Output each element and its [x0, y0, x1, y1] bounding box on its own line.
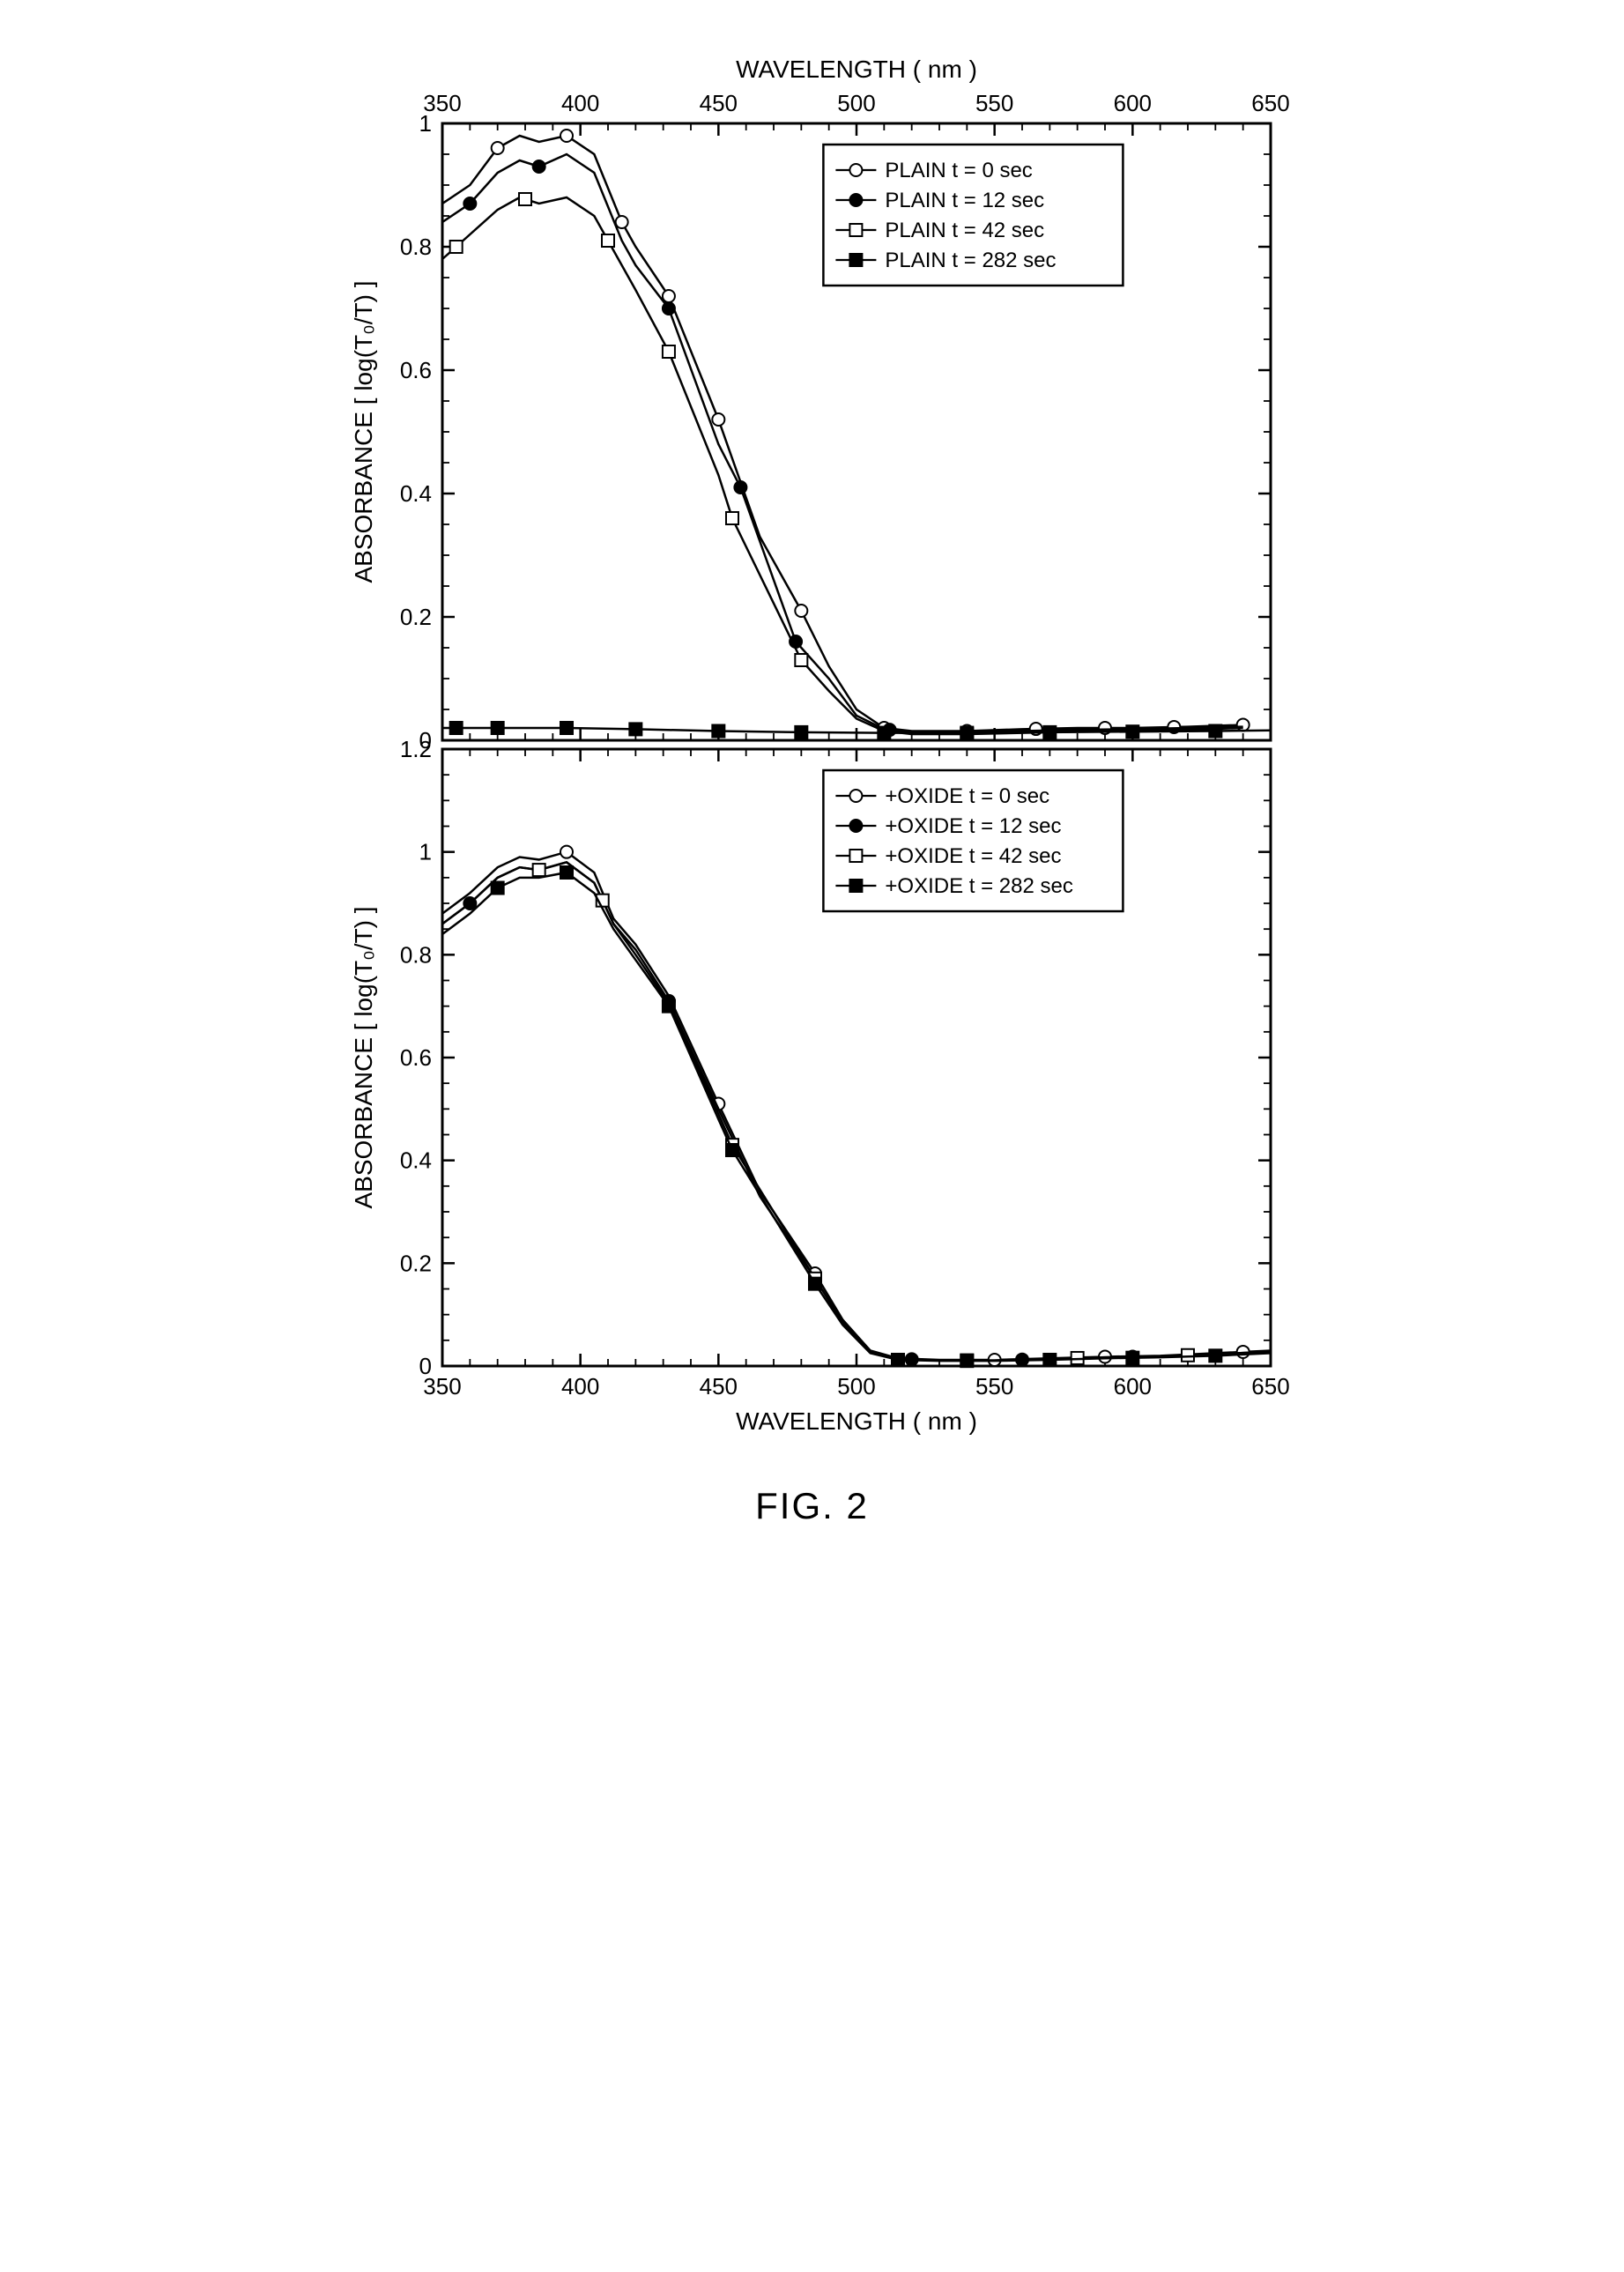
svg-text:500: 500: [837, 90, 875, 116]
figure-title: FIG. 2: [328, 1485, 1297, 1527]
svg-text:PLAIN t = 12 sec: PLAIN t = 12 sec: [885, 189, 1044, 212]
svg-text:WAVELENGTH ( nm ): WAVELENGTH ( nm ): [736, 56, 977, 83]
svg-text:+OXIDE t = 282 sec: +OXIDE t = 282 sec: [885, 874, 1072, 898]
svg-text:650: 650: [1251, 90, 1289, 116]
figure-container: 00.20.40.60.81350400450500550600650WAVEL…: [328, 35, 1297, 1527]
svg-text:650: 650: [1251, 1373, 1289, 1400]
svg-text:500: 500: [837, 1373, 875, 1400]
svg-text:450: 450: [699, 90, 737, 116]
svg-text:PLAIN t = 42 sec: PLAIN t = 42 sec: [885, 219, 1044, 242]
panel-top: 00.20.40.60.81350400450500550600650WAVEL…: [350, 56, 1290, 754]
svg-text:0.2: 0.2: [399, 604, 431, 630]
svg-text:0.8: 0.8: [399, 941, 431, 968]
svg-text:450: 450: [699, 1373, 737, 1400]
svg-text:600: 600: [1113, 90, 1151, 116]
svg-text:ABSORBANCE [ log(T₀/T) ]: ABSORBANCE [ log(T₀/T) ]: [350, 906, 377, 1208]
svg-text:1.2: 1.2: [399, 736, 431, 762]
series-line: [442, 862, 1271, 1360]
svg-text:550: 550: [975, 1373, 1012, 1400]
svg-text:0.6: 0.6: [399, 1044, 431, 1071]
svg-text:400: 400: [560, 1373, 598, 1400]
svg-text:350: 350: [423, 90, 461, 116]
svg-text:WAVELENGTH ( nm ): WAVELENGTH ( nm ): [736, 1407, 977, 1435]
series-line: [442, 872, 1271, 1361]
svg-text:0.2: 0.2: [399, 1250, 431, 1276]
svg-text:0.8: 0.8: [399, 234, 431, 260]
legend: +OXIDE t = 0 sec +OXIDE t = 12 sec +OXIDE …: [823, 770, 1123, 911]
svg-text:600: 600: [1113, 1373, 1151, 1400]
svg-text:550: 550: [975, 90, 1012, 116]
legend: PLAIN t = 0 sec PLAIN t = 12 sec PLAIN t =…: [823, 145, 1123, 286]
svg-text:400: 400: [560, 90, 598, 116]
svg-text:0.6: 0.6: [399, 357, 431, 383]
svg-text:PLAIN t = 0 sec: PLAIN t = 0 sec: [885, 159, 1032, 182]
svg-text:350: 350: [423, 1373, 461, 1400]
svg-text:0.4: 0.4: [399, 1147, 431, 1174]
panel-bottom: 00.20.40.60.811.2350400450500550600650WA…: [350, 736, 1290, 1435]
svg-text:ABSORBANCE [ log(T₀/T) ]: ABSORBANCE [ log(T₀/T) ]: [350, 280, 377, 583]
series-line: [442, 852, 1271, 1360]
svg-text:+OXIDE t = 12 sec: +OXIDE t = 12 sec: [885, 814, 1061, 838]
svg-text:PLAIN t = 282 sec: PLAIN t = 282 sec: [885, 249, 1056, 272]
svg-text:+OXIDE t = 0 sec: +OXIDE t = 0 sec: [885, 784, 1049, 808]
svg-text:0.4: 0.4: [399, 480, 431, 507]
svg-text:+OXIDE t = 42 sec: +OXIDE t = 42 sec: [885, 844, 1061, 868]
series-line: [442, 862, 1271, 1360]
svg-text:1: 1: [419, 839, 431, 865]
absorbance-chart: 00.20.40.60.81350400450500550600650WAVEL…: [328, 35, 1297, 1463]
